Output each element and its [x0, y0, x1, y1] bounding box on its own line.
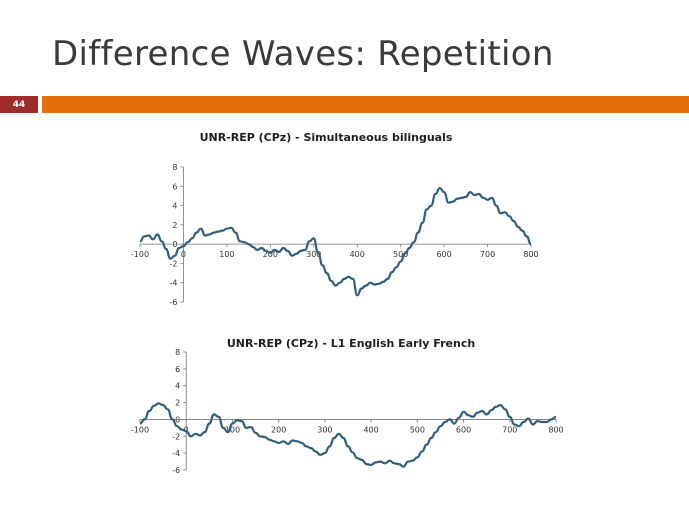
chart2-x-tick-label: 500 [410, 425, 425, 434]
chart2-x-tick-label: 800 [548, 425, 563, 434]
chart2-y-tick-label: 2 [175, 399, 180, 408]
chart2-x-tick-label: 600 [456, 425, 471, 434]
chart2-y-tick-label: 6 [175, 365, 180, 374]
accent-bar [42, 96, 689, 113]
chart2-y-tick-label: 8 [175, 348, 180, 357]
chart1-y-tick-label: -2 [169, 259, 177, 268]
chart2-y-tick-label: 4 [175, 382, 180, 391]
chart2-x-tick-label: 200 [271, 425, 286, 434]
chart2-x-tick-label: 700 [502, 425, 517, 434]
chart2-series-line [139, 402, 557, 468]
chart2-y-tick-label: 0 [175, 415, 180, 424]
chart2-y-tick-label: -6 [172, 466, 180, 475]
chart1-x-tick-label: 700 [480, 250, 495, 259]
chart1-x-tick-label: 400 [350, 250, 365, 259]
chart1-title: UNR-REP (CPz) - Simultaneous bilinguals [200, 131, 453, 144]
chart1-y-tick-label: -6 [169, 298, 177, 307]
chart1-x-tick-label: -100 [131, 250, 149, 259]
chart2-x-tick-label: 400 [363, 425, 378, 434]
chart2-x-tick-label: -100 [131, 425, 149, 434]
chart1-y-tick-label: -4 [169, 279, 177, 288]
chart1-y-tick-label: 2 [172, 221, 177, 230]
chart2-y-tick-label: -4 [172, 449, 180, 458]
chart1-x-tick-label: 800 [523, 250, 538, 259]
chart1-y-tick-label: 6 [172, 182, 177, 191]
chart1-y-tick-label: 8 [172, 163, 177, 172]
chart2-x-tick-label: 300 [317, 425, 332, 434]
chart1-y-tick-label: 4 [172, 202, 177, 211]
chart1-x-tick-label: 300 [306, 250, 321, 259]
chart1-series-line [139, 187, 532, 297]
chart1-x-tick-label: 0 [181, 250, 186, 259]
chart1-x-tick-label: 600 [436, 250, 451, 259]
slide-number-badge: 44 [0, 96, 38, 113]
chart2-x-tick-label: 100 [225, 425, 240, 434]
chart2-y-tick-label: -2 [172, 432, 180, 441]
chart1-x-tick-label: 500 [393, 250, 408, 259]
chart1-y-tick-label: 0 [172, 240, 177, 249]
chart1-x-tick-label: 100 [219, 250, 234, 259]
slide-title: Difference Waves: Repetition [52, 34, 554, 74]
chart2-x-tick-label: 0 [184, 425, 189, 434]
chart1-x-tick-label: 200 [263, 250, 278, 259]
chart2-title: UNR-REP (CPz) - L1 English Early French [227, 337, 475, 350]
